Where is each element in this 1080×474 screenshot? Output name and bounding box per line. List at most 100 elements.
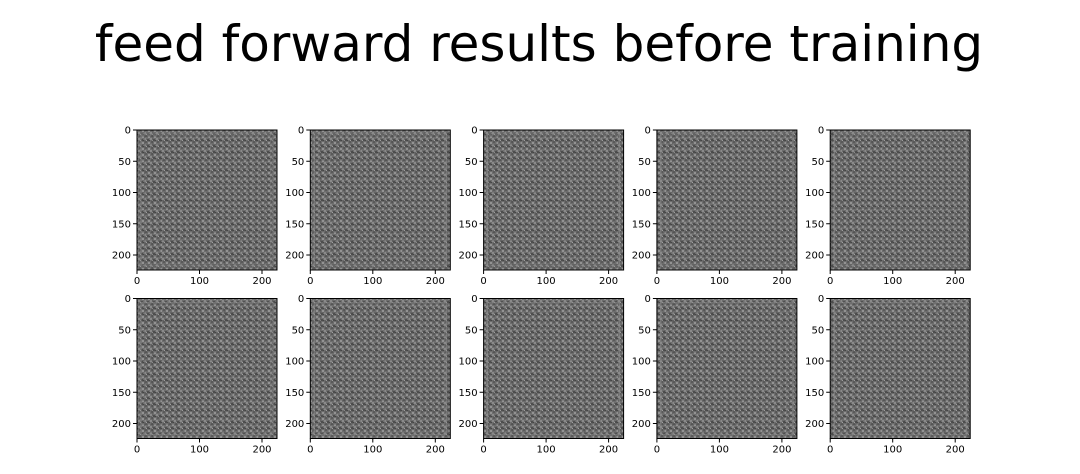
x-tick-label: 0 bbox=[480, 276, 486, 287]
image-panel: 0 50 100 150 200 0 100 200 bbox=[632, 126, 798, 287]
y-tick-label: 50 bbox=[638, 157, 651, 168]
panel-texture bbox=[830, 130, 971, 270]
y-tick-label: 0 bbox=[125, 294, 131, 305]
panel-texture bbox=[656, 130, 797, 270]
panel-inner-border bbox=[140, 133, 274, 267]
x-tick-label: 100 bbox=[537, 276, 556, 287]
panel-inner-border bbox=[660, 301, 794, 436]
x-tick-label: 200 bbox=[772, 276, 791, 287]
panel-texture bbox=[656, 298, 797, 439]
panel-texture bbox=[137, 130, 277, 270]
x-tick-label: 200 bbox=[426, 276, 445, 287]
image-panel: 0 50 100 150 200 0 100 200 bbox=[632, 294, 798, 456]
y-tick-label: 150 bbox=[285, 219, 304, 230]
x-tick-label: 0 bbox=[134, 445, 140, 456]
y-tick-label: 100 bbox=[112, 188, 131, 199]
x-tick-label: 200 bbox=[599, 276, 618, 287]
y-tick-label: 100 bbox=[632, 188, 651, 199]
panel-frame bbox=[483, 298, 625, 439]
y-tick-label: 0 bbox=[818, 294, 824, 305]
panel-frame bbox=[829, 298, 971, 439]
y-tick-label: 200 bbox=[285, 251, 304, 262]
panel-frame bbox=[309, 298, 451, 439]
y-tick-label: 0 bbox=[471, 294, 477, 305]
y-tick-label: 0 bbox=[298, 294, 304, 305]
y-tick-label: 200 bbox=[112, 251, 131, 262]
panel-frame bbox=[309, 129, 451, 271]
y-tick-label: 0 bbox=[298, 126, 304, 137]
x-tick-label: 200 bbox=[599, 445, 618, 456]
y-tick-label: 200 bbox=[112, 419, 131, 430]
x-tick-label: 0 bbox=[307, 445, 313, 456]
y-tick-label: 150 bbox=[632, 388, 651, 399]
panel-frame bbox=[136, 129, 278, 271]
x-tick-label: 100 bbox=[190, 276, 209, 287]
y-tick-label: 200 bbox=[632, 251, 651, 262]
panel-inner-border bbox=[487, 133, 621, 267]
image-panel: 0 50 100 150 200 0 100 200 bbox=[805, 126, 971, 287]
y-tick-label: 50 bbox=[292, 157, 305, 168]
y-tick-label: 50 bbox=[638, 325, 651, 336]
y-tick-label: 0 bbox=[471, 126, 477, 137]
x-tick-label: 0 bbox=[827, 276, 833, 287]
y-tick-label: 100 bbox=[805, 357, 824, 368]
panel-texture bbox=[483, 130, 624, 270]
x-tick-label: 100 bbox=[710, 276, 729, 287]
panel-inner-border bbox=[833, 133, 967, 267]
x-tick-label: 100 bbox=[363, 445, 382, 456]
panel-inner-border bbox=[140, 301, 274, 436]
y-tick-label: 150 bbox=[805, 388, 824, 399]
x-tick-label: 100 bbox=[883, 445, 902, 456]
y-tick-label: 150 bbox=[805, 219, 824, 230]
y-tick-label: 150 bbox=[632, 219, 651, 230]
panel-inner-border bbox=[313, 133, 447, 267]
y-tick-label: 100 bbox=[285, 188, 304, 199]
panel-inner-border bbox=[833, 301, 967, 436]
y-tick-label: 200 bbox=[459, 251, 478, 262]
panel-frame bbox=[483, 129, 625, 271]
y-tick-label: 150 bbox=[459, 388, 478, 399]
image-panel: 0 50 100 150 200 0 100 200 bbox=[285, 294, 451, 456]
panel-frame bbox=[656, 298, 798, 439]
y-tick-label: 200 bbox=[459, 419, 478, 430]
y-tick-label: 50 bbox=[465, 325, 478, 336]
y-tick-label: 150 bbox=[459, 219, 478, 230]
panel-inner-border bbox=[313, 301, 447, 436]
y-tick-label: 100 bbox=[459, 188, 478, 199]
panel-texture bbox=[830, 298, 971, 439]
x-tick-label: 0 bbox=[307, 276, 313, 287]
x-tick-label: 100 bbox=[363, 276, 382, 287]
panel-frame bbox=[656, 129, 798, 271]
x-tick-label: 0 bbox=[654, 276, 660, 287]
panel-frame bbox=[136, 298, 278, 439]
y-tick-label: 150 bbox=[112, 219, 131, 230]
y-tick-label: 200 bbox=[805, 251, 824, 262]
x-tick-label: 100 bbox=[190, 445, 209, 456]
x-tick-label: 200 bbox=[252, 445, 271, 456]
y-tick-label: 200 bbox=[285, 419, 304, 430]
y-tick-label: 50 bbox=[118, 325, 131, 336]
panel-texture bbox=[483, 298, 624, 439]
y-tick-label: 100 bbox=[285, 357, 304, 368]
y-tick-label: 0 bbox=[818, 126, 824, 137]
y-tick-label: 50 bbox=[811, 157, 824, 168]
x-tick-label: 200 bbox=[946, 276, 965, 287]
panel-inner-border bbox=[660, 133, 794, 267]
y-tick-label: 150 bbox=[285, 388, 304, 399]
chart-title: feed forward results before training bbox=[95, 15, 983, 73]
x-tick-label: 100 bbox=[537, 445, 556, 456]
y-tick-label: 50 bbox=[465, 157, 478, 168]
x-tick-label: 100 bbox=[883, 276, 902, 287]
y-tick-label: 100 bbox=[805, 188, 824, 199]
x-tick-label: 0 bbox=[480, 445, 486, 456]
y-tick-label: 150 bbox=[112, 388, 131, 399]
y-tick-label: 100 bbox=[459, 357, 478, 368]
y-tick-label: 50 bbox=[811, 325, 824, 336]
image-panel: 0 50 100 150 200 0 100 200 bbox=[459, 294, 625, 456]
y-tick-label: 0 bbox=[645, 126, 651, 137]
panel-frame bbox=[829, 129, 971, 271]
y-tick-label: 0 bbox=[645, 294, 651, 305]
y-tick-label: 50 bbox=[118, 157, 131, 168]
x-tick-label: 0 bbox=[654, 445, 660, 456]
